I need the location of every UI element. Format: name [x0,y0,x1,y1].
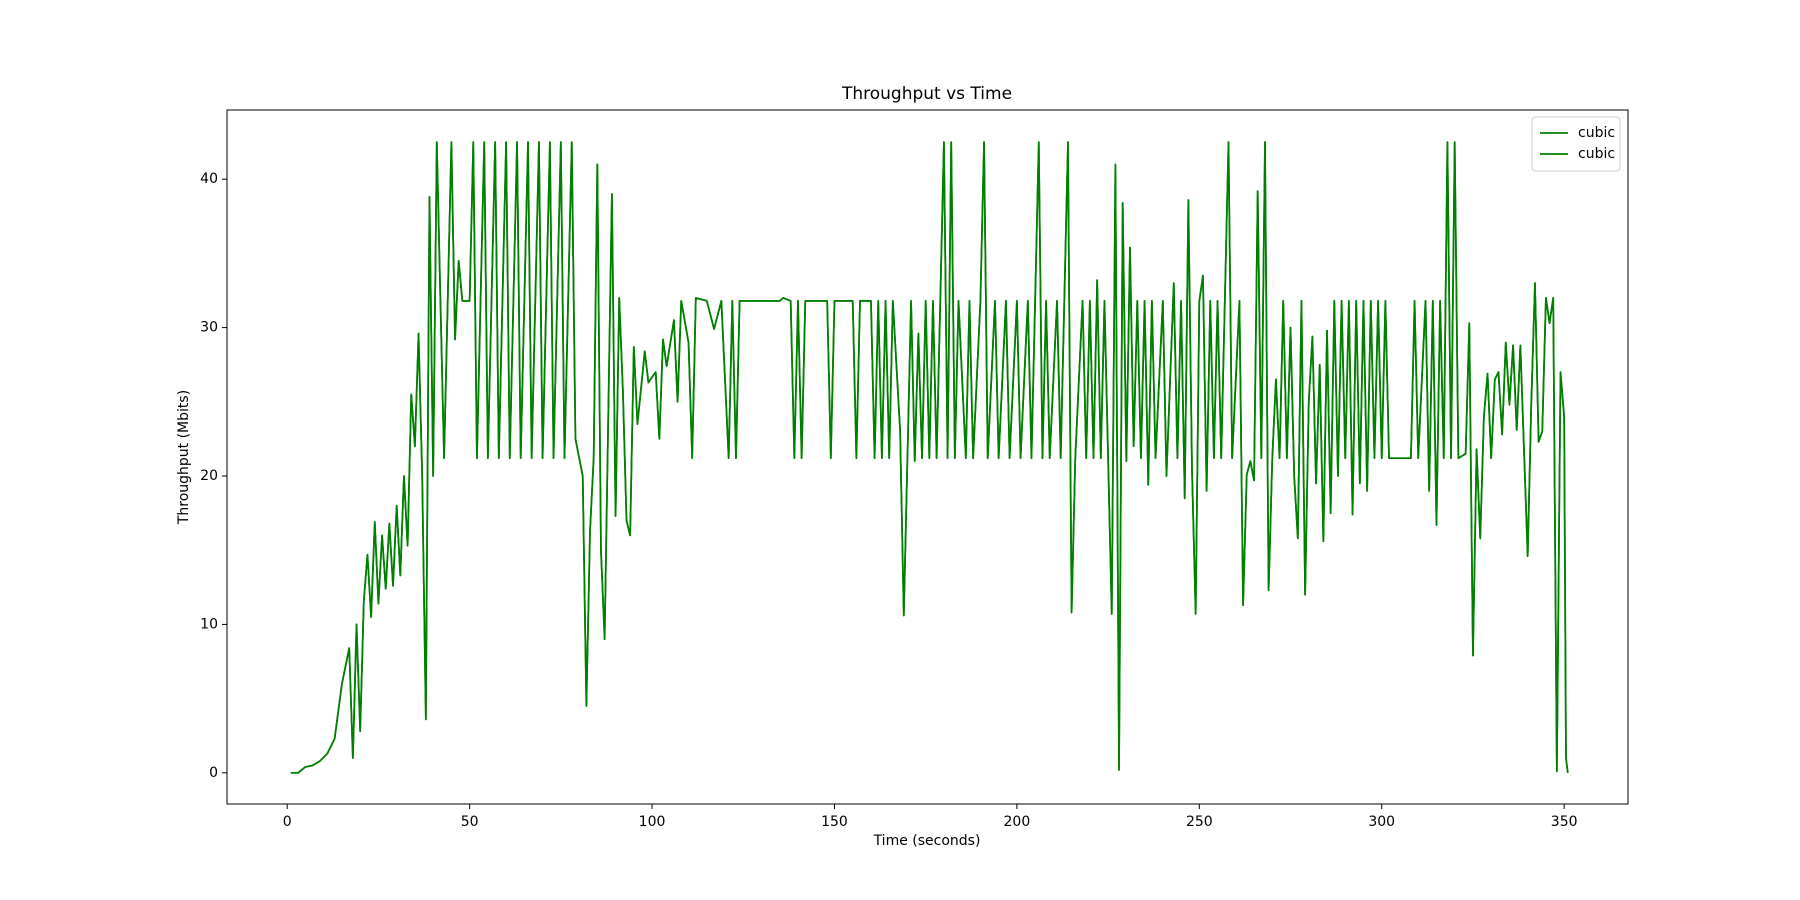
x-tick-label: 100 [639,814,666,830]
y-tick-label: 0 [209,765,218,781]
legend-box [1531,116,1621,172]
y-tick-label: 40 [200,171,218,187]
legend: cubic cubic [1531,116,1621,172]
chart-title: Throughput vs Time [841,84,1012,104]
y-tick-label: 30 [200,320,218,336]
plot-frame [226,109,1629,805]
x-tick-label: 50 [461,814,479,830]
x-tick-label: 300 [1368,814,1395,830]
y-axis-label: Throughput (Mbits) [176,390,192,525]
x-tick-label: 200 [1004,814,1031,830]
x-axis-label: Time (seconds) [873,833,981,849]
y-tick-label: 10 [200,616,218,632]
legend-label: cubic [1578,146,1615,162]
x-tick-label: 250 [1186,814,1213,830]
x-tick-label: 350 [1551,814,1578,830]
y-tick-label: 20 [200,468,218,484]
x-tick-label: 150 [821,814,848,830]
legend-label: cubic [1578,125,1615,141]
data-line [290,141,1569,774]
x-tick-label: 0 [283,814,292,830]
